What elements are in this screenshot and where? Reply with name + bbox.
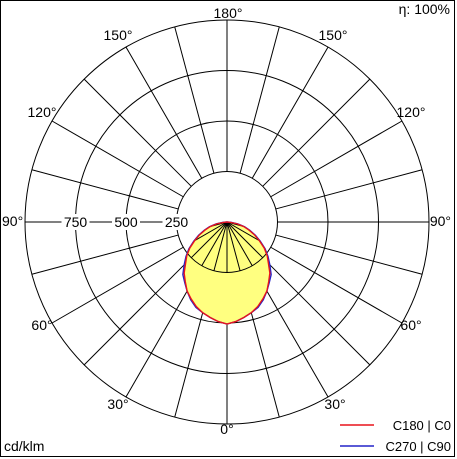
grid-spoke [251,46,329,179]
grid-spoke-inner [226,222,270,223]
grid-spoke-inner [201,222,228,266]
grid-spoke [239,26,280,174]
radial-tick-label: 750 [64,214,88,230]
grid-spoke [270,120,403,198]
radial-tick-bg [162,214,191,230]
grid-spoke [51,120,184,198]
legend-label-c270-c90: C270 | C90 [385,439,451,454]
grid-spoke [262,257,371,366]
angle-label-60-right: 60° [400,317,421,333]
grid-spoke-inner [226,222,270,223]
grid-spoke [31,169,179,210]
angle-label-150-right: 150° [319,27,348,43]
radial-tick-bg [61,214,90,230]
intensity-fill [184,222,270,325]
angle-label-30-right: 30° [324,396,345,412]
angle-label-30-left: 30° [107,396,128,412]
angle-label-150-left: 150° [104,27,133,43]
intensity-curves [182,221,272,325]
angle-label-120-right: 120° [397,104,426,120]
grid-spoke-inner [190,222,228,259]
angle-label-0: 0° [220,421,233,437]
grid-spoke [31,234,179,275]
legend-label-c180-c0: C180 | C0 [393,418,451,433]
radial-tick-bg [112,214,140,230]
grid-spoke [174,26,215,174]
grid-spoke-inner [213,222,228,223]
grid-spoke-inner [226,222,253,266]
radial-tick-label: 250 [165,214,189,230]
angle-label-90-left: 90° [2,213,23,229]
unit-label: cd/klm [4,438,44,454]
grid-spoke [270,246,403,324]
grid-spoke [51,246,184,324]
series-c180-c0-line [183,221,271,325]
angle-label-180: 180° [214,5,243,21]
angle-label-90-right: 90° [430,213,451,229]
angle-label-60-left: 60° [31,317,52,333]
grid-spoke-inner [213,222,228,271]
radial-tick-labels: 250 500 750 [61,214,191,230]
angle-label-120-left: 120° [28,104,57,120]
grid-spoke-inner [226,222,264,259]
grid-spoke-inner [226,222,253,223]
grid-spoke-inner [226,222,241,223]
grid-spoke [83,78,192,187]
grid-spoke-inner [226,222,241,271]
grid-spoke-inner [226,222,264,223]
grid-spoke-inner [201,222,228,223]
grid-spoke-inner [190,222,228,223]
grid-spoke [275,234,423,275]
grid-spoke [125,46,203,179]
grid-spoke [275,169,423,210]
efficiency-label: η: 100% [399,1,450,17]
legend: C180 | C0 C270 | C90 [340,418,451,454]
grid-spoke [83,257,192,366]
radial-tick-label: 500 [114,214,138,230]
grid-spoke [262,78,371,187]
